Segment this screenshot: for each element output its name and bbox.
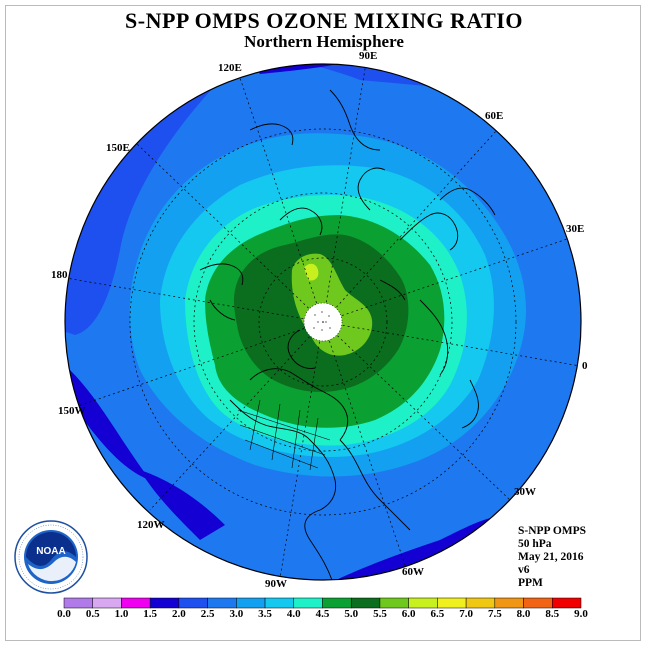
lon-label-60w: 60W xyxy=(402,566,424,578)
colorbar-swatch xyxy=(408,597,438,609)
map-subtitle: Northern Hemisphere xyxy=(244,32,404,51)
colorbar-tick-label: 0.5 xyxy=(85,608,100,620)
ozone-band-6.0 xyxy=(304,263,319,281)
colorbar-tick-label: 8.0 xyxy=(516,608,531,620)
info-version: v6 xyxy=(518,564,530,576)
colorbar-swatch xyxy=(322,597,352,609)
colorbar-swatches xyxy=(63,597,582,609)
info-date: May 21, 2016 xyxy=(518,551,584,563)
colorbar-tick-label: 3.0 xyxy=(229,608,244,620)
colorbar-tick-label: 8.5 xyxy=(545,608,560,620)
colorbar-swatch xyxy=(149,597,180,609)
lon-label-150w: 150W xyxy=(58,405,86,417)
colorbar-swatch xyxy=(178,597,208,609)
lon-label-120e: 120E xyxy=(218,62,242,74)
lon-label-120w: 120W xyxy=(137,519,165,531)
colorbar-tick-label: 3.5 xyxy=(258,608,272,620)
lon-label-90e: 90E xyxy=(359,50,378,62)
colorbar-swatch xyxy=(121,597,151,609)
info-level: 50 hPa xyxy=(518,538,552,550)
colorbar-swatch xyxy=(523,597,553,609)
colorbar-tick-label: 4.5 xyxy=(315,608,330,620)
colorbar-swatch xyxy=(207,597,237,609)
colorbar-swatch xyxy=(379,597,409,609)
colorbar-swatch xyxy=(264,597,295,609)
colorbar-tick-label: 6.5 xyxy=(430,608,445,620)
globe-outline xyxy=(64,63,582,581)
lon-label-180: 180 xyxy=(51,269,68,281)
colorbar-tick-label: 2.5 xyxy=(200,608,215,620)
map-frame xyxy=(5,5,641,641)
colorbar-swatch xyxy=(437,597,467,609)
colorbar-swatch xyxy=(236,597,266,609)
graticule xyxy=(65,64,581,579)
ozone-band-1.5-w xyxy=(70,370,150,480)
coastlines xyxy=(199,89,496,580)
colorbar-tick-label: 1.5 xyxy=(143,608,158,620)
us-state-grid xyxy=(237,399,331,471)
ozone-band-1.5-n xyxy=(250,64,360,74)
colorbar-tick-label: 5.0 xyxy=(344,608,359,620)
colorbar-swatch xyxy=(552,597,582,609)
lon-label-150e: 150E xyxy=(106,142,130,154)
lon-label-0: 0 xyxy=(582,360,588,372)
colorbar-swatch xyxy=(92,597,122,609)
colorbar-tick-label: 7.5 xyxy=(487,608,502,620)
colorbar-tick-label: 7.0 xyxy=(459,608,473,620)
lon-label-60e: 60E xyxy=(485,110,504,122)
colorbar-swatch xyxy=(63,597,93,609)
colorbar-swatch xyxy=(465,597,496,609)
ozone-band-1.5-sw xyxy=(140,470,225,540)
lon-label-30e: 30E xyxy=(566,223,585,235)
map-title: S-NPP OMPS OZONE MIXING RATIO xyxy=(125,8,523,33)
colorbar-swatch xyxy=(494,597,524,609)
colorbar-tick-label: 1.0 xyxy=(114,608,129,620)
info-instrument: S-NPP OMPS xyxy=(518,525,587,537)
colorbar-swatch xyxy=(350,597,381,609)
colorbar-tick-label: 9.0 xyxy=(574,608,588,620)
info-units: PPM xyxy=(518,577,543,589)
ozone-band-2.0-west xyxy=(65,70,230,335)
data-info: S-NPP OMPS 50 hPa May 21, 2016 v6 PPM xyxy=(518,525,586,590)
colorbar-tick-label: 2.0 xyxy=(172,608,186,620)
colorbar-tick-label: 0.0 xyxy=(57,608,71,620)
colorbar-tick-label: 5.5 xyxy=(373,608,387,620)
noaa-logo: NOAA xyxy=(14,520,88,594)
lon-label-90w: 90W xyxy=(265,578,287,590)
lon-label-30w: 30W xyxy=(514,486,536,498)
polar-dots xyxy=(313,311,331,331)
colorbar-tick-label: 6.0 xyxy=(401,608,416,620)
noaa-logo-text: NOAA xyxy=(36,546,65,557)
colorbar-tick-label: 4.0 xyxy=(286,608,301,620)
colorbar-swatch xyxy=(293,597,323,609)
